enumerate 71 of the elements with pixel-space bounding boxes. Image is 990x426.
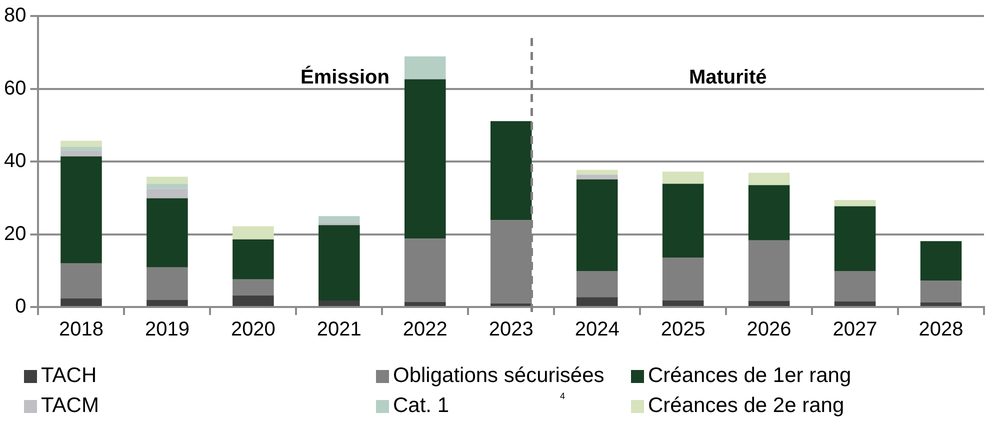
bar bbox=[232, 295, 274, 306]
bar bbox=[748, 240, 790, 301]
x-tick-label: 2024 bbox=[574, 318, 620, 341]
bar bbox=[662, 172, 704, 184]
bar bbox=[834, 200, 876, 206]
x-tick-label: 2020 bbox=[230, 318, 276, 341]
x-tick-label: 2026 bbox=[746, 318, 792, 341]
bar bbox=[232, 239, 274, 280]
x-tick-label: 2021 bbox=[316, 318, 362, 341]
bar bbox=[60, 156, 102, 264]
y-tick-label: 20 bbox=[4, 222, 26, 245]
bar bbox=[146, 184, 188, 189]
bar bbox=[404, 302, 446, 306]
y-tick-label: 40 bbox=[4, 150, 26, 172]
bar bbox=[318, 222, 360, 226]
legend-label: Créances de 1er rang bbox=[648, 364, 852, 388]
bar bbox=[748, 172, 790, 186]
legend-label: Cat. 1 bbox=[393, 394, 450, 418]
y-tick-label: 60 bbox=[4, 77, 26, 100]
bar bbox=[576, 179, 618, 271]
bar bbox=[146, 176, 188, 184]
bar bbox=[748, 185, 790, 240]
x-tick-label: 2018 bbox=[58, 318, 104, 341]
bar bbox=[232, 279, 274, 296]
bar bbox=[146, 198, 188, 268]
x-tick-label: 2023 bbox=[488, 318, 534, 341]
bar bbox=[576, 174, 618, 180]
bar bbox=[834, 302, 876, 306]
bar bbox=[60, 146, 102, 151]
legend-label: Créances de 2e rang bbox=[648, 394, 844, 418]
bar bbox=[146, 188, 188, 198]
legend-label: TACM bbox=[41, 394, 99, 418]
y-tick-label: 0 bbox=[15, 296, 26, 318]
legend-label: Obligations sécurisées bbox=[393, 364, 604, 388]
bar bbox=[490, 121, 532, 220]
bar bbox=[318, 216, 360, 223]
x-tick-label: 2025 bbox=[660, 318, 706, 341]
bar bbox=[60, 150, 102, 156]
bar bbox=[404, 79, 446, 239]
legend-label: TACH bbox=[41, 364, 97, 388]
bar bbox=[662, 184, 704, 258]
bar bbox=[146, 267, 188, 300]
bar bbox=[576, 297, 618, 306]
annotation: Émission bbox=[300, 66, 390, 89]
bar bbox=[60, 140, 102, 147]
bar bbox=[318, 300, 360, 306]
bar bbox=[146, 300, 188, 306]
text: 4 bbox=[560, 391, 566, 401]
x-tick-label: 2028 bbox=[918, 318, 964, 341]
bar bbox=[318, 225, 360, 300]
bar bbox=[232, 226, 274, 240]
bar bbox=[60, 263, 102, 298]
x-tick-label: 2022 bbox=[402, 318, 448, 341]
y-tick-label: 80 bbox=[4, 4, 26, 27]
bar bbox=[920, 241, 962, 280]
bar bbox=[576, 270, 618, 298]
bar bbox=[60, 298, 102, 306]
x-tick-label: 2019 bbox=[144, 318, 190, 341]
bar bbox=[662, 258, 704, 300]
bar bbox=[404, 238, 446, 302]
annotation: Maturité bbox=[688, 66, 767, 89]
x-tick-label: 2027 bbox=[832, 318, 878, 341]
bar bbox=[662, 300, 704, 306]
bar bbox=[920, 302, 962, 306]
bar bbox=[834, 270, 876, 302]
bar bbox=[576, 170, 618, 175]
bar bbox=[834, 206, 876, 271]
bar bbox=[920, 280, 962, 302]
bar bbox=[404, 56, 446, 80]
bar bbox=[490, 303, 532, 306]
bar bbox=[748, 300, 790, 306]
